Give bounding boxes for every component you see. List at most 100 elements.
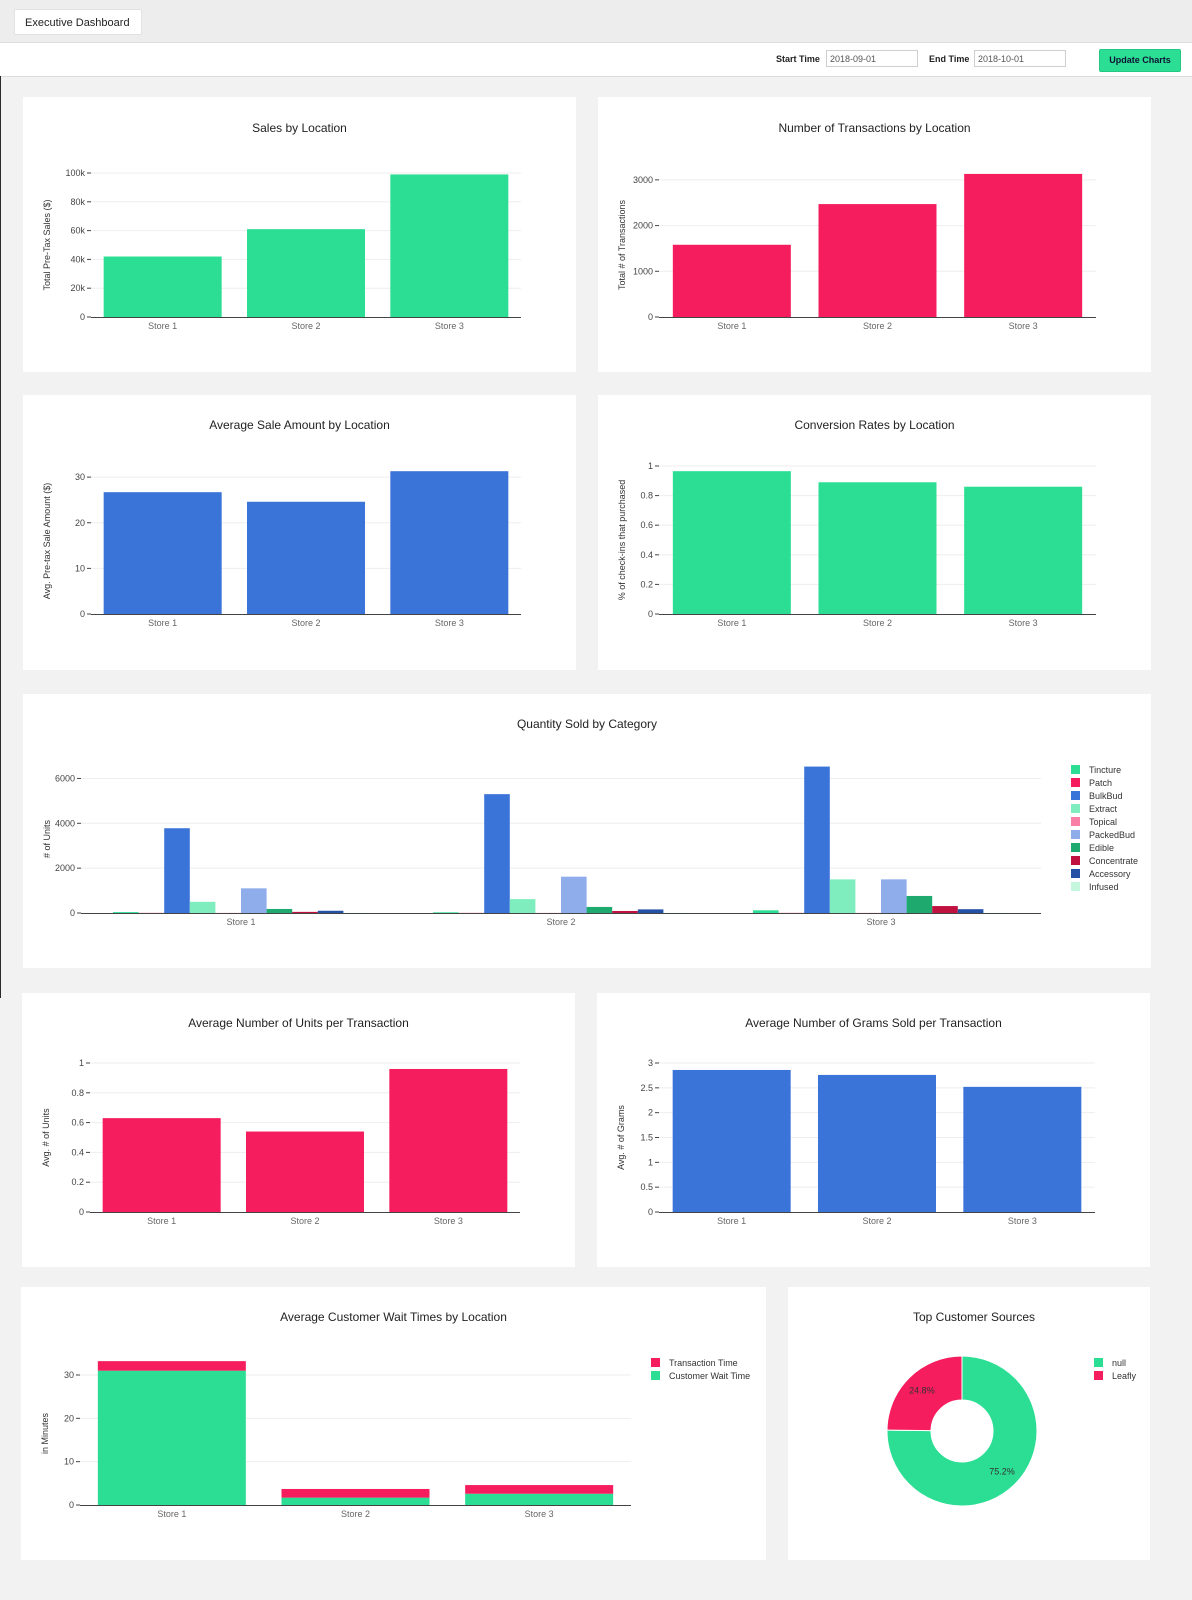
y-tick-label: 0 [79, 1207, 84, 1217]
x-tick-label-store-3: Store 3 [866, 917, 895, 927]
y-axis-label: in Minutes [40, 1412, 50, 1454]
x-tick-label-store-1: Store 1 [148, 321, 177, 331]
bar-store-2-customer-wait-time [281, 1497, 430, 1505]
end-time-label: End Time [929, 54, 970, 64]
bar-store-3-extract [829, 879, 856, 913]
legend-item-transaction-time: Transaction Time [669, 1358, 738, 1368]
x-tick-label-store-1: Store 1 [717, 1216, 746, 1226]
legend-item-extract: Extract [1089, 804, 1118, 814]
bar-store-1 [102, 1118, 221, 1212]
y-tick-label: 3 [648, 1058, 653, 1068]
chart-title: Conversion Rates by Location [794, 418, 954, 432]
y-tick-label: 30 [75, 472, 85, 482]
legend-item-concentrate: Concentrate [1089, 856, 1138, 866]
bar-store-3-tincture [753, 910, 779, 913]
chart-title: Sales by Location [252, 121, 347, 135]
chart-top-customer-sources: Top Customer Sources 75.2% 24.8% null Leafly [886, 1310, 1137, 1507]
card-customer-wait-times: Average Customer Wait Times by Location 0… [21, 1287, 766, 1560]
y-tick-label: 0.4 [640, 550, 653, 560]
y-tick-label: 0.6 [640, 520, 653, 530]
y-axis-label: Avg. # of Units [41, 1108, 51, 1167]
y-axis-label: Avg. # of Grams [616, 1105, 626, 1170]
y-tick-label: 30 [64, 1370, 74, 1380]
bar-store-1-edible [266, 908, 293, 913]
legend-item-infused: Infused [1089, 882, 1119, 892]
y-tick-label: 0.6 [71, 1118, 84, 1128]
y-axis-label: Avg. Pre-tax Sale Amount ($) [42, 483, 52, 599]
bar-store-2-transaction-time [281, 1488, 430, 1498]
y-tick-label: 1.5 [640, 1133, 653, 1143]
x-tick-label-store-1: Store 1 [717, 618, 746, 628]
bar-store-2-tincture [433, 912, 459, 914]
start-time-input[interactable] [826, 50, 918, 67]
legend-item-customer-wait-time: Customer Wait Time [669, 1371, 750, 1381]
x-tick-label-store-3: Store 3 [1009, 618, 1038, 628]
y-tick-label: 80k [70, 197, 85, 207]
pie-label-leafly: 24.8% [909, 1385, 935, 1395]
legend-swatch-tincture [1071, 765, 1080, 774]
legend-swatch-infused [1071, 882, 1080, 891]
update-charts-button[interactable]: Update Charts [1099, 49, 1181, 72]
bar-store-1 [672, 244, 791, 317]
legend-item-bulkbud: BulkBud [1089, 791, 1123, 801]
y-tick-label: 0.8 [640, 491, 653, 501]
chart-title: Average Sale Amount by Location [209, 418, 390, 432]
x-tick-label-store-3: Store 3 [525, 1509, 554, 1519]
bar-store-2 [247, 501, 365, 614]
x-tick-label-store-2: Store 2 [291, 321, 320, 331]
legend-swatch-null [1094, 1358, 1103, 1367]
legend-item-null: null [1112, 1358, 1126, 1368]
y-tick-label: 3000 [633, 175, 653, 185]
bar-store-3-edible [906, 895, 933, 913]
y-tick-label: 0 [648, 1207, 653, 1217]
bar-store-3-bulkbud [804, 766, 830, 913]
x-tick-label-store-3: Store 3 [435, 618, 464, 628]
x-tick-label-store-2: Store 2 [863, 618, 892, 628]
legend-swatch-transaction-time [651, 1358, 660, 1367]
filter-bar: Start Time End Time Update Charts [0, 43, 1192, 77]
x-tick-label-store-1: Store 1 [157, 1509, 186, 1519]
bar-store-1-transaction-time [97, 1361, 246, 1371]
y-tick-label: 1 [79, 1058, 84, 1068]
chart-customer-wait-times: Average Customer Wait Times by Location 0… [40, 1310, 750, 1519]
y-axis-label: Total Pre-Tax Sales ($) [42, 199, 52, 290]
end-time-input[interactable] [974, 50, 1066, 67]
legend-swatch-extract [1071, 804, 1080, 813]
legend-swatch-concentrate [1071, 856, 1080, 865]
chart-title: Quantity Sold by Category [517, 717, 657, 731]
y-tick-label: 0 [70, 908, 75, 918]
bar-store-3-packedbud [881, 879, 907, 913]
chart-average-grams-per-transaction: Average Number of Grams Sold per Transac… [616, 1016, 1095, 1226]
bar-store-1-customer-wait-time [97, 1370, 246, 1505]
bar-store-2-extract [509, 899, 536, 913]
legend-swatch-leafly [1094, 1371, 1103, 1380]
chart-title: Number of Transactions by Location [778, 121, 970, 135]
chart-conversion-rates: Conversion Rates by Location 0 0.2 0.4 0.6 0.… [617, 418, 1096, 628]
y-tick-label: 6000 [55, 773, 75, 783]
y-tick-label: 0 [80, 609, 85, 619]
y-tick-label: 0.4 [71, 1147, 84, 1157]
y-tick-label: 0 [80, 312, 85, 322]
y-tick-label: 20 [64, 1413, 74, 1423]
dashboard-dropdown[interactable]: Executive Dashboard [14, 9, 142, 52]
x-tick-label-store-1: Store 1 [226, 917, 255, 927]
y-tick-label: 4000 [55, 818, 75, 828]
bar-store-2 [818, 204, 937, 317]
legend-item-patch: Patch [1089, 778, 1112, 788]
chart-average-sale-amount: Average Sale Amount by Location 0 10 20 30 Av… [42, 418, 521, 628]
bar-store-3 [963, 1086, 1082, 1212]
y-axis-label: Total # of Transactions [617, 199, 627, 290]
legend-swatch-edible [1071, 843, 1080, 852]
y-tick-label: 0.8 [71, 1088, 84, 1098]
y-tick-label: 0.5 [640, 1182, 653, 1192]
bar-store-2 [818, 482, 937, 614]
y-axis-label: % of check-ins that purchased [617, 480, 627, 601]
legend-item-topical: Topical [1089, 817, 1117, 827]
y-tick-label: 2.5 [640, 1083, 653, 1093]
bar-store-2 [246, 1131, 364, 1212]
bar-store-1-extract [189, 901, 216, 913]
x-tick-label-store-3: Store 3 [1008, 1216, 1037, 1226]
legend-item-tincture: Tincture [1089, 765, 1121, 775]
x-tick-label-store-3: Store 3 [434, 1216, 463, 1226]
chart-quantity-sold-by-category: Quantity Sold by Category 0 2000 4000 6000 # … [42, 717, 1138, 927]
